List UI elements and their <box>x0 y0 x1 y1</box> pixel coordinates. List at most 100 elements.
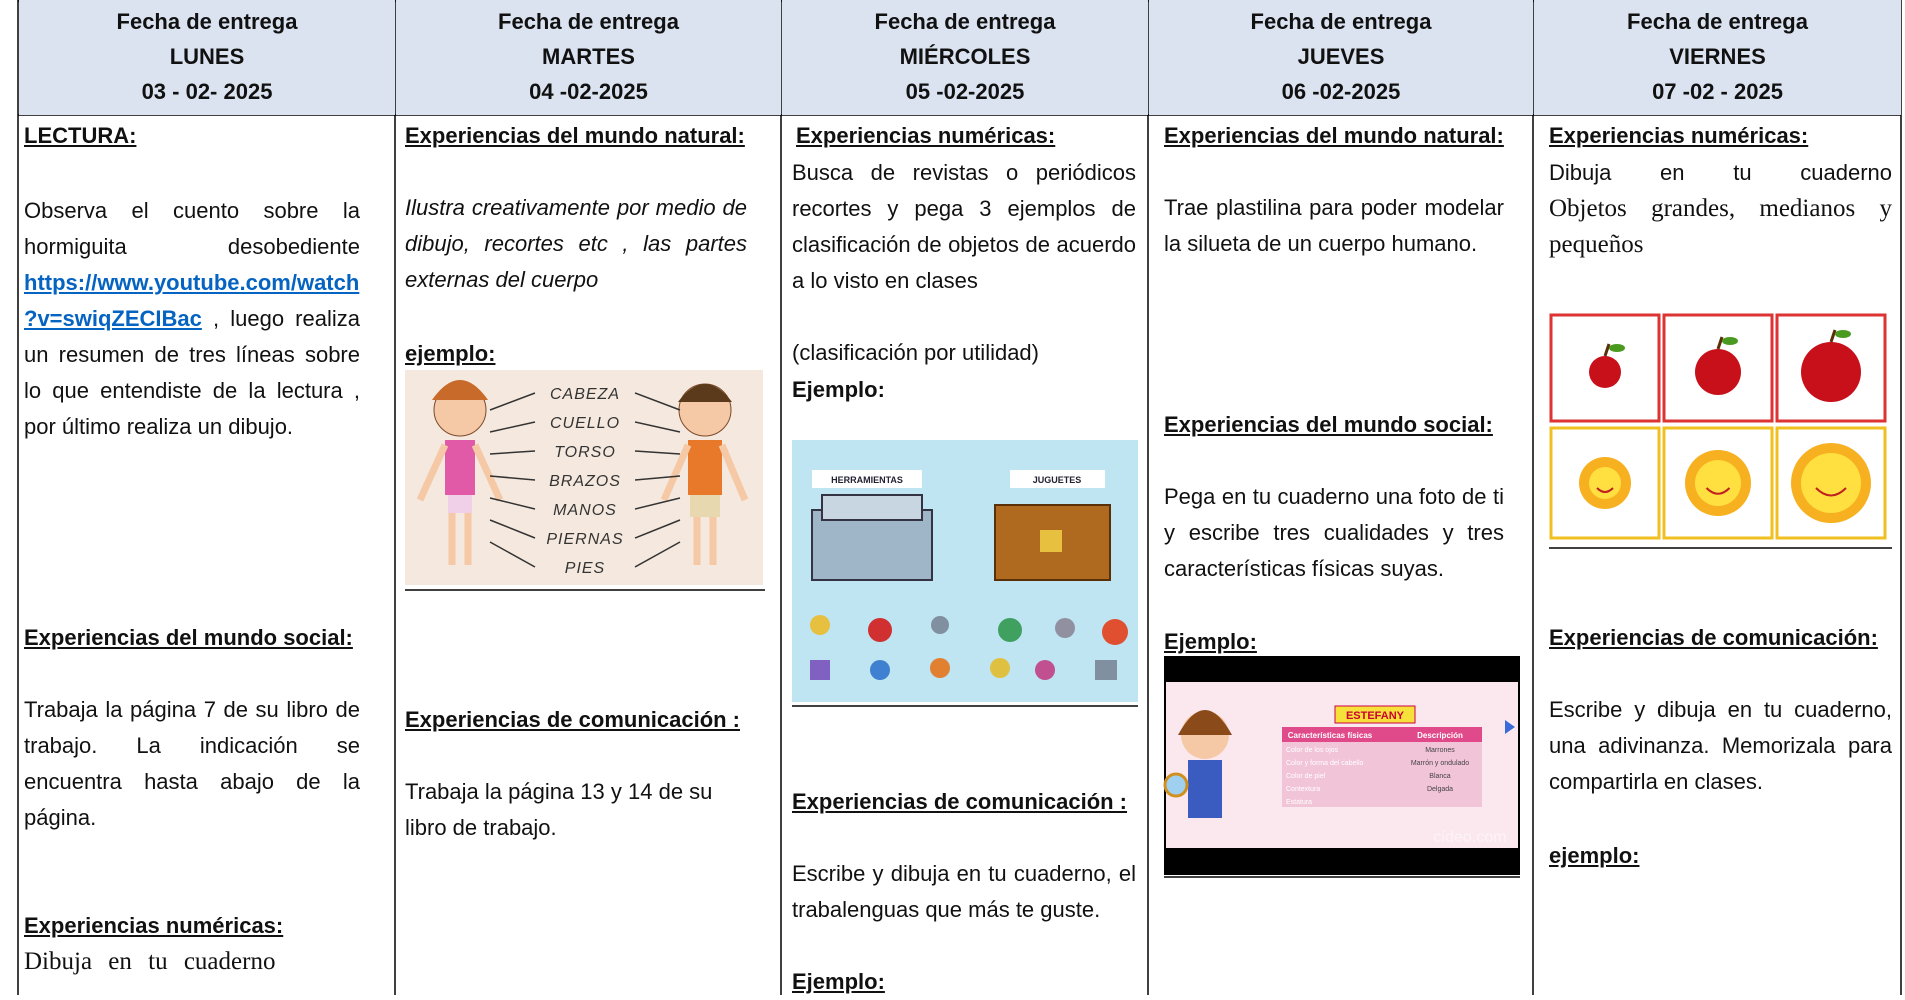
header-cell: Fecha de entrega MIÉRCOLES 05 -02-2025 <box>782 0 1148 115</box>
note: (clasificación por utilidad) <box>792 340 1039 365</box>
object <box>1095 660 1117 680</box>
apple <box>1589 356 1621 388</box>
slide-cell: Estatura <box>1286 799 1312 806</box>
heading: Experiencias numéricas: <box>796 123 1056 148</box>
watermark: cideo.com <box>1434 829 1507 846</box>
heading: Experiencias de comunicación: <box>1549 625 1878 650</box>
header-date: 04 -02-2025 <box>529 79 648 104</box>
object <box>1035 660 1055 680</box>
object <box>810 615 830 635</box>
header-date: 07 -02 - 2025 <box>1652 79 1783 104</box>
image-label: BRAZOS <box>549 473 621 490</box>
header-label: Fecha de entrega <box>1250 9 1432 34</box>
header-label: Fecha de entrega <box>498 9 679 34</box>
arrow <box>634 475 681 481</box>
boy-arm <box>718 443 749 502</box>
header-label: Fecha de entrega <box>116 9 298 34</box>
header-day: LUNES <box>169 44 245 69</box>
sun <box>1695 460 1741 506</box>
chest-lock <box>1040 530 1062 552</box>
slide-cell: Color de piel <box>1286 773 1326 780</box>
object <box>990 658 1010 678</box>
arrow <box>634 450 681 455</box>
object <box>1055 618 1075 638</box>
classification-image: HERRAMIENTAS JUGUETES <box>792 440 1138 702</box>
paragraph: Dibuja en tu cuaderno <box>1549 160 1892 185</box>
sun <box>1589 467 1621 499</box>
paragraph: Pega en tu cuaderno una foto de ti y esc… <box>1164 484 1504 581</box>
mirror <box>1163 772 1189 798</box>
paragraph: Trabaja la página 7 de su libro de traba… <box>24 697 360 830</box>
object <box>931 616 949 634</box>
boy-hair <box>678 384 732 402</box>
slide-header: Descripción <box>1417 731 1463 740</box>
example-label: Ejemplo: <box>792 377 885 402</box>
apple-cell <box>1549 313 1661 423</box>
example-label: Ejemplo: <box>1164 629 1257 654</box>
header-label: Fecha de entrega <box>874 9 1056 34</box>
paragraph: Busca de revistas o periódicos recortes … <box>792 160 1136 293</box>
apple-stem <box>1603 343 1611 357</box>
slide-cell: Delgada <box>1427 786 1453 793</box>
paragraph: Trabaja la página 13 y 14 de su libro de… <box>405 779 713 840</box>
arrow <box>634 519 681 539</box>
header-date: 05 -02-2025 <box>905 79 1025 104</box>
image-label: TORSO <box>554 444 616 461</box>
heading: Experiencias del mundo social: <box>1164 412 1493 437</box>
sun-smile <box>1815 487 1847 497</box>
image-label: JUGUETES <box>1033 475 1082 485</box>
apple-leaf <box>1722 337 1738 345</box>
object <box>998 618 1022 642</box>
image-label: MANOS <box>553 502 617 519</box>
apple-stem <box>1829 329 1837 343</box>
header-day: MARTES <box>542 44 635 69</box>
arrow <box>489 497 536 510</box>
slide-image: ESTEFANY Características físicas Descripci… <box>1163 656 1520 875</box>
toolbox <box>811 509 933 581</box>
heading: Experiencias de comunicación : <box>792 789 1128 814</box>
header-day: MIÉRCOLES <box>899 44 1031 69</box>
paragraph: Escribe y dibuja en tu cuaderno, una adi… <box>1549 697 1892 794</box>
image-label: PIERNAS <box>546 531 623 548</box>
example-label: Ejemplo: <box>792 969 885 994</box>
slide-title: ESTEFANY <box>1346 710 1405 722</box>
slide-cell: Marrones <box>1425 747 1455 754</box>
text: Observa el cuento sobre la hormiguita de… <box>24 198 360 259</box>
table-bg <box>1282 742 1482 807</box>
boy-arm <box>660 443 692 502</box>
heading: Experiencias de comunicación : <box>405 707 741 732</box>
header-day: JUEVES <box>1297 44 1385 69</box>
header-date: 03 - 02- 2025 <box>141 79 273 104</box>
apple-stem <box>1716 336 1724 350</box>
object <box>810 660 830 680</box>
body-parts-image: CABEZA CUELLO TORSO BRAZOS MANOS PIERNAS PIES <box>405 370 763 585</box>
slide-header: Características físicas <box>1288 731 1373 740</box>
sun-smile <box>1705 487 1731 495</box>
heading: Experiencias del mundo natural: <box>1164 123 1504 148</box>
arrow <box>489 450 536 455</box>
arrow <box>634 497 681 510</box>
video-link[interactable]: https://www.youtube.com/watch?v=swiqZECI… <box>24 270 360 331</box>
apple <box>1695 349 1741 395</box>
title-box <box>1334 705 1416 724</box>
object <box>870 660 890 680</box>
header-cell: Fecha de entrega LUNES 03 - 02- 2025 <box>19 0 395 115</box>
slide-cell: Blanca <box>1429 773 1451 780</box>
toolbox-lid <box>821 494 923 521</box>
heading: Experiencias del mundo social: <box>24 625 353 650</box>
girl-arm <box>416 443 449 502</box>
paragraph: Trae plastilina para poder modelar la si… <box>1164 195 1504 256</box>
arrow <box>1505 720 1515 734</box>
girl-hair <box>432 380 488 400</box>
arrow <box>489 421 536 433</box>
arrow <box>634 541 681 568</box>
label-box <box>812 470 922 488</box>
apple <box>1801 342 1861 402</box>
arrow <box>634 421 681 433</box>
paragraph: Ilustra creativamente por medio de dibuj… <box>405 195 747 292</box>
girl-dress <box>445 440 475 495</box>
slide-cell: Contextura <box>1286 786 1320 793</box>
